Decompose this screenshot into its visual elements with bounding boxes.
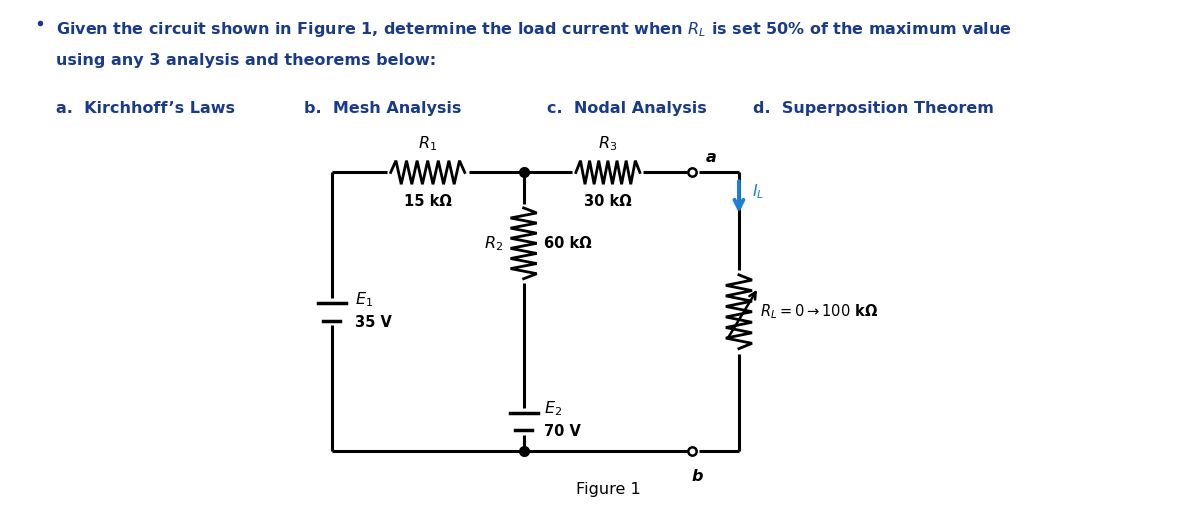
- Text: a: a: [706, 149, 716, 165]
- Text: $R_3$: $R_3$: [599, 134, 618, 153]
- Text: using any 3 analysis and theorems below:: using any 3 analysis and theorems below:: [55, 53, 436, 68]
- Text: Given the circuit shown in Figure 1, determine the load current when $R_L$ is se: Given the circuit shown in Figure 1, det…: [55, 20, 1012, 39]
- Text: $E_1$: $E_1$: [355, 290, 373, 309]
- Text: 15 kΩ: 15 kΩ: [404, 194, 451, 209]
- Text: d.  Superposition Theorem: d. Superposition Theorem: [752, 100, 994, 116]
- Text: b: b: [691, 469, 702, 484]
- Text: b.  Mesh Analysis: b. Mesh Analysis: [304, 100, 461, 116]
- Text: $R_L = 0\rightarrow100$ kΩ: $R_L = 0\rightarrow100$ kΩ: [760, 302, 877, 321]
- Text: $R_2$: $R_2$: [484, 234, 503, 252]
- Text: $R_1$: $R_1$: [418, 134, 437, 153]
- Text: Figure 1: Figure 1: [576, 482, 641, 498]
- Text: c.  Nodal Analysis: c. Nodal Analysis: [547, 100, 707, 116]
- Text: $I_L$: $I_L$: [752, 182, 764, 200]
- Text: 60 kΩ: 60 kΩ: [545, 236, 592, 251]
- Text: 30 kΩ: 30 kΩ: [584, 194, 631, 209]
- Text: 35 V: 35 V: [355, 315, 392, 330]
- Text: $E_2$: $E_2$: [545, 400, 563, 419]
- Text: a.  Kirchhoff’s Laws: a. Kirchhoff’s Laws: [55, 100, 235, 116]
- Text: 70 V: 70 V: [545, 424, 581, 439]
